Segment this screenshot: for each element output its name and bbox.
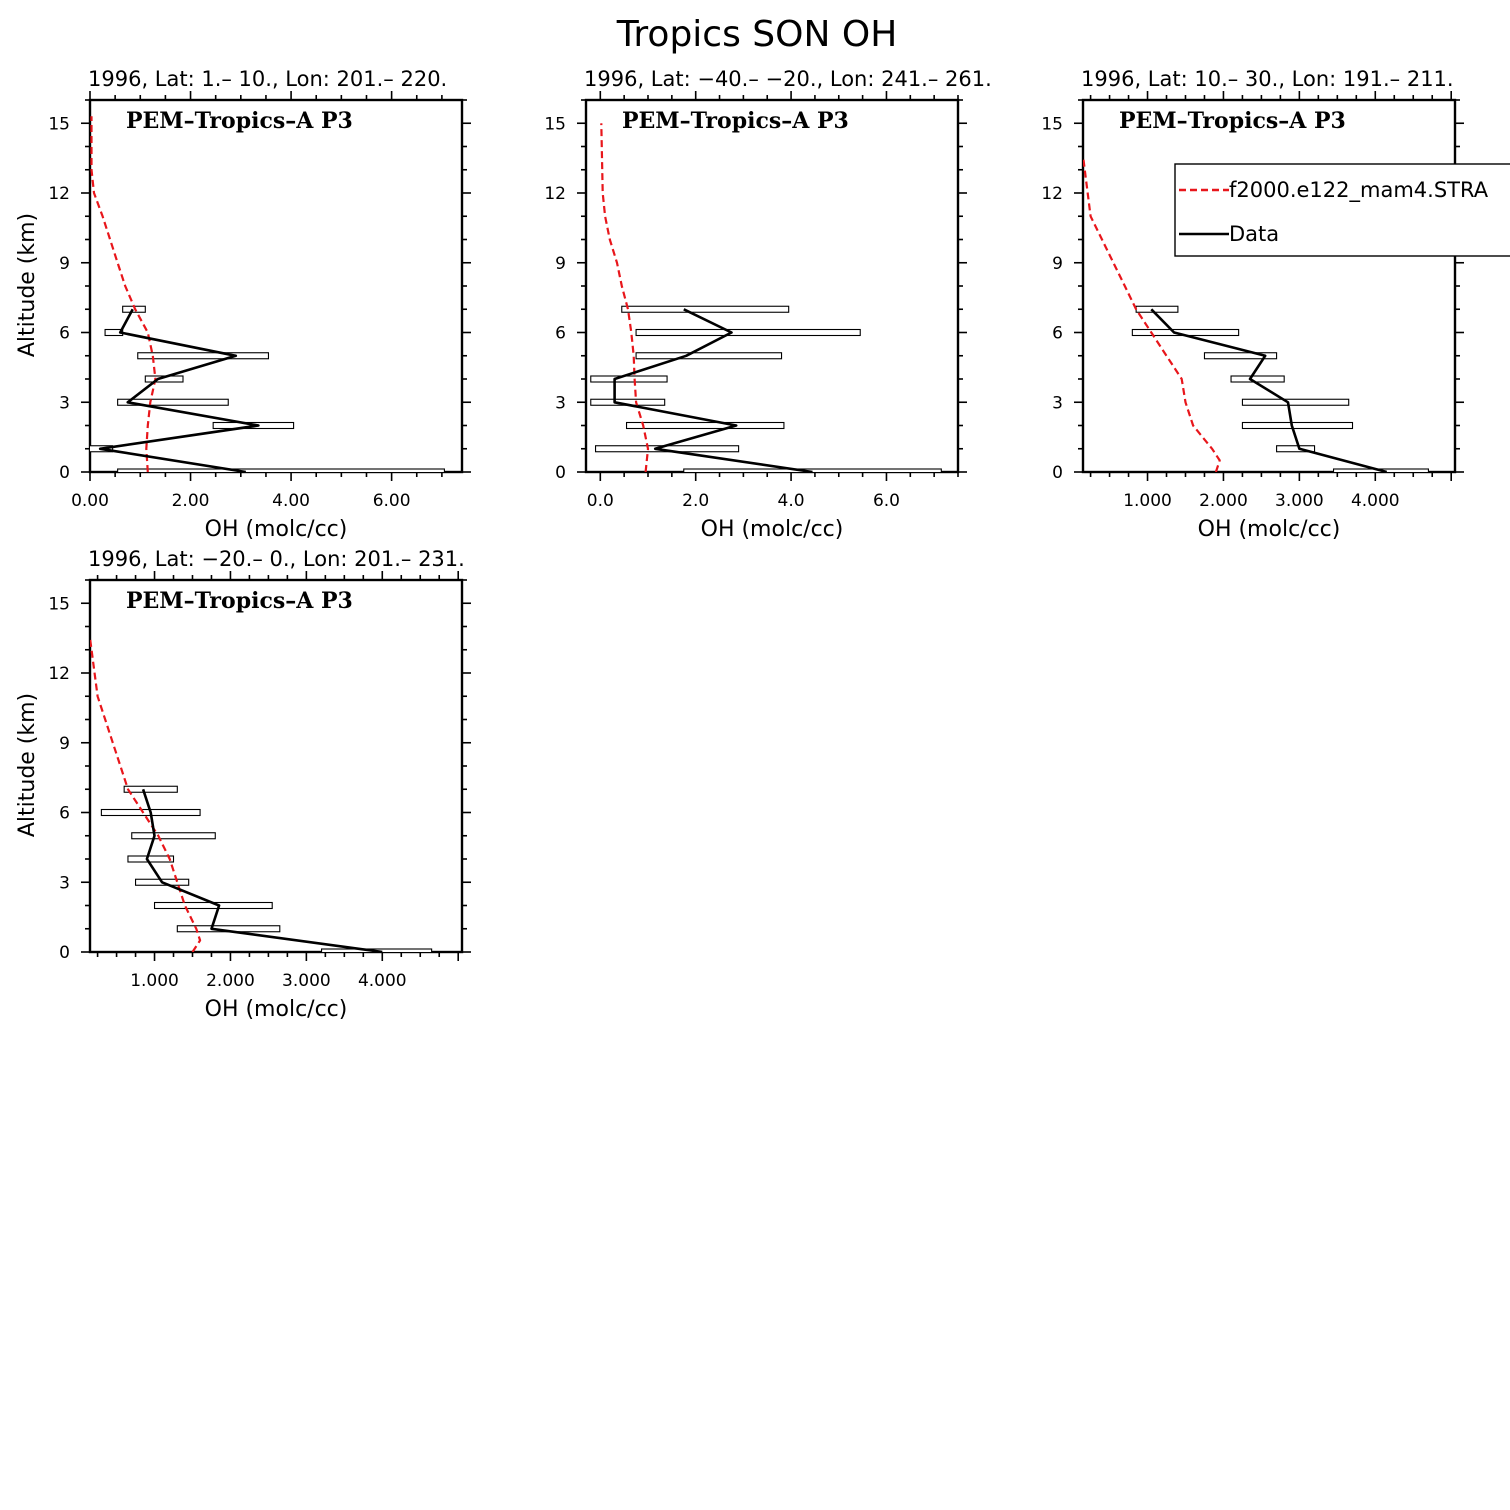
panel-title: 1996, Lat: −20.– 0., Lon: 201.– 231. (88, 547, 465, 571)
y-tick-label: 6 (1052, 324, 1063, 344)
range-bar (1241, 398, 1350, 406)
range-bar (1203, 352, 1278, 360)
plot-frame (88, 578, 464, 954)
x-tick-label: 1.000 (130, 971, 179, 991)
x-tick-label: 0.0 (587, 491, 614, 511)
range-bar (621, 305, 790, 313)
range-bar (683, 468, 942, 472)
panel-annotation: PEM–Tropics–A P3 (126, 588, 353, 614)
y-tick-label: 9 (1052, 254, 1063, 274)
plot-frame (584, 98, 960, 474)
observed-profile-line (613, 308, 813, 472)
x-tick-label: 2.00 (172, 491, 210, 511)
x-tick-label: 0.00 (71, 491, 109, 511)
range-bar (117, 398, 229, 406)
y-tick-label: 12 (48, 184, 70, 204)
range-bar (137, 352, 270, 360)
y-tick-label: 15 (48, 114, 70, 134)
x-tick-label: 3.000 (282, 971, 331, 991)
x-tick-label: 3.000 (1275, 491, 1324, 511)
range-bar (635, 352, 783, 360)
range-bar (625, 421, 785, 430)
range-bar (1230, 375, 1285, 383)
x-tick-label: 6.00 (373, 491, 411, 511)
legend-box (1174, 163, 1510, 257)
observed-profile-line (1150, 308, 1388, 472)
y-tick-label: 6 (59, 324, 70, 344)
x-tick-label: 4.000 (1351, 491, 1400, 511)
observed-profile-line (98, 308, 260, 472)
x-axis-label: OH (molc/cc) (1198, 517, 1341, 542)
panel-1: 0.00 2.00 4.00 6.00 0 3 6 9 12 15 1996, Lat: 1.– 1… (15, 67, 471, 542)
panel-3: 1.000 2.000 3.000 4.000 0 3 6 9 12 15 1996, Lat: 1… (1041, 67, 1510, 542)
plot-frame (88, 98, 464, 474)
y-tick-label: 0 (555, 463, 566, 483)
range-bar (127, 855, 175, 863)
y-tick-label: 9 (59, 734, 70, 754)
panel-4: 1.000 2.000 3.000 4.000 0 3 6 9 12 15 1996, Lat: −… (15, 547, 471, 1022)
y-tick-label: 6 (59, 804, 70, 824)
model-profile-line (600, 123, 650, 472)
range-bar (117, 468, 445, 472)
y-tick-label: 12 (48, 664, 70, 684)
y-axis-label: Altitude (km) (15, 693, 40, 837)
y-axis-label: Altitude (km) (15, 213, 40, 357)
y-tick-label: 3 (1052, 393, 1063, 413)
x-axis-label: OH (molc/cc) (701, 517, 844, 542)
y-tick-label: 12 (1041, 184, 1063, 204)
panel-annotation: PEM–Tropics–A P3 (1119, 108, 1346, 134)
panel-annotation: PEM–Tropics–A P3 (622, 108, 849, 134)
panel-2: 0.0 2.0 4.0 6.0 0 3 6 9 12 15 1996, Lat: −40.– −20… (544, 67, 991, 542)
x-tick-label: 1.000 (1123, 491, 1172, 511)
y-tick-label: 15 (1041, 114, 1063, 134)
plot-area (90, 116, 445, 472)
range-bar (1276, 445, 1316, 453)
x-tick-label: 6.0 (873, 491, 900, 511)
figure-title: Tropics SON OH (616, 14, 898, 55)
x-tick-label: 2.000 (206, 971, 255, 991)
x-tick-label: 4.00 (272, 491, 310, 511)
legend: f2000.e122_mam4.STRA Data (1174, 163, 1510, 257)
panel-annotation: PEM–Tropics–A P3 (126, 108, 353, 134)
x-tick-label: 2.000 (1199, 491, 1248, 511)
x-axis-label: OH (molc/cc) (205, 517, 348, 542)
x-tick-label: 2.0 (682, 491, 709, 511)
plot-area (1083, 155, 1429, 472)
range-bar (590, 375, 668, 383)
range-bar (635, 328, 861, 337)
x-tick-label: 4.0 (778, 491, 805, 511)
model-profile-line (90, 116, 157, 472)
panel-title: 1996, Lat: −40.– −20., Lon: 241.– 261. (584, 67, 992, 91)
x-tick-label: 4.000 (358, 971, 407, 991)
range-bar (123, 785, 178, 793)
y-tick-label: 3 (59, 873, 70, 893)
panel-title: 1996, Lat: 1.– 10., Lon: 201.– 220. (88, 67, 447, 91)
observed-profile-line (141, 788, 383, 952)
panel-title: 1996, Lat: 10.– 30., Lon: 191.– 211. (1081, 67, 1454, 91)
legend-label: Data (1229, 222, 1279, 246)
range-bar (1241, 421, 1354, 430)
y-tick-label: 0 (59, 463, 70, 483)
y-tick-label: 0 (59, 943, 70, 963)
y-tick-label: 9 (555, 254, 566, 274)
y-tick-label: 15 (48, 594, 70, 614)
y-tick-label: 3 (59, 393, 70, 413)
plot-area (590, 123, 942, 472)
y-tick-label: 9 (59, 254, 70, 274)
y-tick-label: 12 (544, 184, 566, 204)
legend-label: f2000.e122_mam4.STRA (1229, 178, 1489, 203)
y-tick-label: 6 (555, 324, 566, 344)
range-bar (131, 832, 216, 840)
range-bar (1135, 305, 1179, 313)
model-profile-line (1083, 155, 1221, 472)
plot-area (90, 637, 433, 952)
x-axis-label: OH (molc/cc) (205, 997, 348, 1022)
plot-frame (1081, 98, 1457, 474)
y-tick-label: 3 (555, 393, 566, 413)
y-tick-label: 15 (544, 114, 566, 134)
y-tick-label: 0 (1052, 463, 1063, 483)
